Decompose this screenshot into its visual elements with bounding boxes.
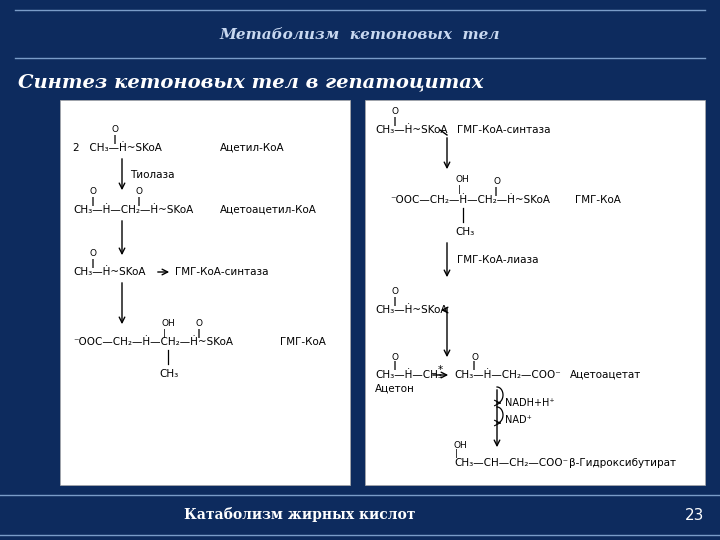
Text: OH: OH bbox=[161, 319, 175, 327]
Text: CH₃—Ḣ~SKoA: CH₃—Ḣ~SKoA bbox=[375, 305, 448, 315]
Text: O: O bbox=[392, 287, 399, 296]
Text: O: O bbox=[136, 187, 143, 197]
Text: CH₃—Ḣ—CH₂—COO⁻: CH₃—Ḣ—CH₂—COO⁻ bbox=[454, 370, 561, 380]
Text: |: | bbox=[458, 186, 461, 194]
Text: |: | bbox=[455, 449, 458, 458]
Text: 2   CH₃—Ḣ~SKoA: 2 CH₃—Ḣ~SKoA bbox=[73, 143, 162, 153]
Text: ГМГ-КоА-синтаза: ГМГ-КоА-синтаза bbox=[457, 125, 551, 135]
Text: Метаболизм  кетоновых  тел: Метаболизм кетоновых тел bbox=[220, 28, 500, 42]
Text: *: * bbox=[438, 365, 443, 375]
Text: OH: OH bbox=[456, 176, 469, 185]
Text: ‖: ‖ bbox=[91, 197, 95, 206]
Bar bbox=[60, 100, 350, 485]
Text: Ацетоацетил-КоА: Ацетоацетил-КоА bbox=[220, 205, 317, 215]
Text: NAD⁺: NAD⁺ bbox=[505, 415, 532, 425]
Text: ⁻ООС—CH₂—Ḣ—CH₂—Ḣ~SKoA: ⁻ООС—CH₂—Ḣ—CH₂—Ḣ~SKoA bbox=[390, 195, 550, 205]
Text: NADH+H⁺: NADH+H⁺ bbox=[505, 398, 554, 408]
Text: O: O bbox=[493, 177, 500, 186]
Text: ⁻ООС—CH₂—Ḣ—CH₂—Ḣ~SKoA: ⁻ООС—CH₂—Ḣ—CH₂—Ḣ~SKoA bbox=[73, 337, 233, 347]
Text: CH₃—Ḣ~SKoA: CH₃—Ḣ~SKoA bbox=[73, 267, 145, 277]
Text: Ацетоацетат: Ацетоацетат bbox=[570, 370, 642, 380]
Text: O: O bbox=[392, 353, 399, 361]
Text: Синтез кетоновых тел в гепатоцитах: Синтез кетоновых тел в гепатоцитах bbox=[18, 73, 484, 91]
Text: O: O bbox=[392, 107, 399, 117]
Text: CH₃: CH₃ bbox=[455, 227, 474, 237]
Text: ‖: ‖ bbox=[393, 296, 397, 306]
Text: CH₃—Ḣ—CH₃: CH₃—Ḣ—CH₃ bbox=[375, 370, 442, 380]
Text: Катаболизм жирных кислот: Катаболизм жирных кислот bbox=[184, 508, 415, 523]
Text: 23: 23 bbox=[685, 508, 705, 523]
Text: ГМГ-КоА: ГМГ-КоА bbox=[280, 337, 326, 347]
Text: Ацетон: Ацетон bbox=[375, 384, 415, 394]
Text: β-Гидроксибутират: β-Гидроксибутират bbox=[569, 458, 676, 468]
Text: ‖: ‖ bbox=[113, 134, 117, 144]
Text: Ацетил-КоА: Ацетил-КоА bbox=[220, 143, 284, 153]
Text: CH₃: CH₃ bbox=[159, 369, 179, 379]
Text: ‖: ‖ bbox=[91, 259, 95, 267]
Text: ГМГ-КоА-лиаза: ГМГ-КоА-лиаза bbox=[457, 255, 539, 265]
Text: O: O bbox=[196, 320, 203, 328]
Text: ‖: ‖ bbox=[393, 361, 397, 370]
Text: OH: OH bbox=[454, 441, 468, 449]
Text: CH₃—Ḣ—CH₂—Ḣ~SKoA: CH₃—Ḣ—CH₂—Ḣ~SKoA bbox=[73, 205, 193, 215]
Bar bbox=[365, 100, 705, 485]
Text: ‖: ‖ bbox=[494, 186, 498, 195]
Text: O: O bbox=[90, 249, 97, 259]
Text: O: O bbox=[90, 187, 97, 197]
Text: ‖: ‖ bbox=[197, 328, 201, 338]
Text: |: | bbox=[163, 328, 166, 338]
Text: CH₃—CH—CH₂—COO⁻: CH₃—CH—CH₂—COO⁻ bbox=[454, 458, 568, 468]
Text: ‖: ‖ bbox=[137, 197, 141, 206]
Text: O: O bbox=[471, 353, 478, 361]
Text: ‖: ‖ bbox=[472, 361, 476, 370]
Text: O: O bbox=[112, 125, 119, 134]
Text: ГМГ-КоА-синтаза: ГМГ-КоА-синтаза bbox=[175, 267, 269, 277]
Text: Тиолаза: Тиолаза bbox=[130, 170, 174, 180]
Text: ГМГ-КоА: ГМГ-КоА bbox=[575, 195, 621, 205]
Text: ‖: ‖ bbox=[393, 117, 397, 125]
Text: CH₃—Ḣ~SKoA: CH₃—Ḣ~SKoA bbox=[375, 125, 448, 135]
